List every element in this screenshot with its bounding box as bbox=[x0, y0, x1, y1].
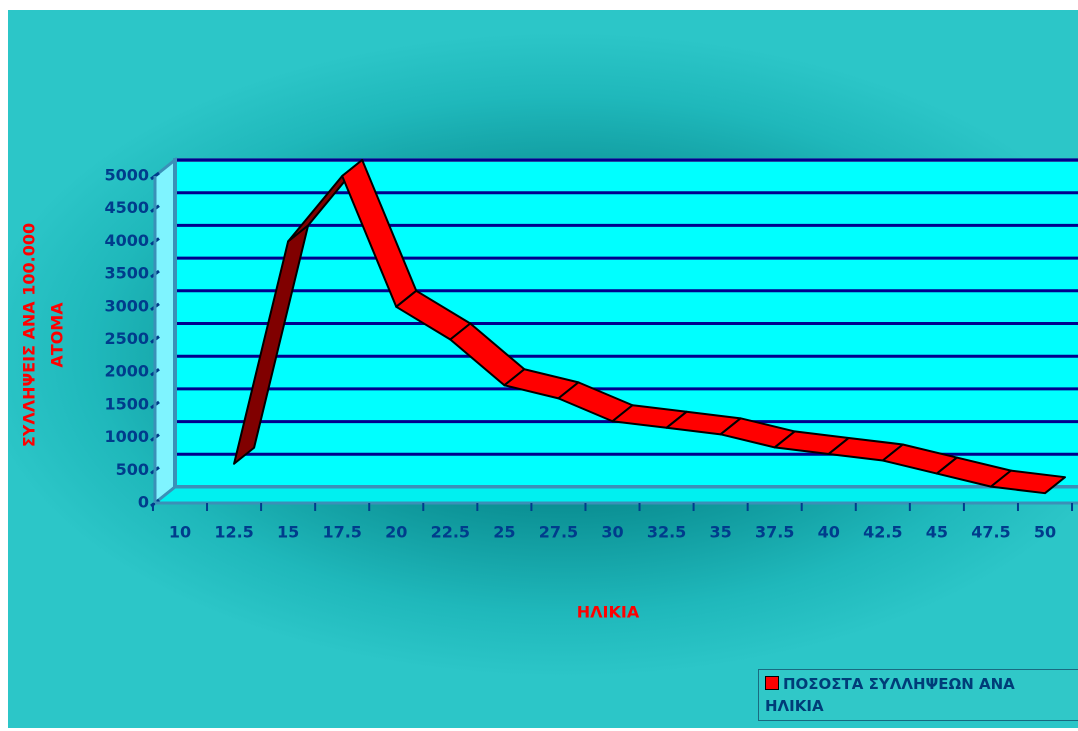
x-tick-label: 32.5 bbox=[647, 523, 686, 542]
y-tick-label: 2500 bbox=[104, 329, 149, 348]
x-axis-label: ΗΛΙΚΙΑ bbox=[577, 603, 640, 622]
x-tick-label: 12.5 bbox=[214, 523, 253, 542]
x-tick-label: 40 bbox=[818, 523, 840, 542]
x-tick-label: 17.5 bbox=[322, 523, 361, 542]
y-tick-label: 3000 bbox=[104, 296, 149, 315]
y-axis-label: ΑΤΟΜΑ bbox=[48, 302, 67, 368]
legend-label: ΠΟΣΟΣΤΑ ΣΥΛΛΗΨΕΩΝ ΑΝΑ ΗΛΙΚΙΑ bbox=[765, 675, 1015, 715]
y-tick-label: 5000 bbox=[104, 166, 149, 185]
y-tick-label: 1000 bbox=[104, 427, 149, 446]
x-tick-label: 15 bbox=[277, 523, 299, 542]
y-tick-label: 2000 bbox=[104, 362, 149, 381]
x-tick-label: 27.5 bbox=[539, 523, 578, 542]
x-tick-label: 35 bbox=[709, 523, 731, 542]
y-tick-label: 3500 bbox=[104, 264, 149, 283]
y-tick-label: 4500 bbox=[104, 198, 149, 217]
y-tick-label: 4000 bbox=[104, 231, 149, 250]
legend-key bbox=[765, 676, 779, 690]
ribbon-segment bbox=[989, 469, 1066, 495]
legend: ΠΟΣΟΣΤΑ ΣΥΛΛΗΨΕΩΝ ΑΝΑ ΗΛΙΚΙΑ bbox=[758, 669, 1078, 721]
y-axis-label: ΣΥΛΛΗΨΕΙΣ ΑΝΑ 100.000 bbox=[20, 223, 39, 447]
x-tick-label: 10 bbox=[169, 523, 191, 542]
x-tick-label: 22.5 bbox=[431, 523, 470, 542]
y-tick-label: 500 bbox=[116, 460, 149, 479]
x-tick-label: 37.5 bbox=[755, 523, 794, 542]
x-tick-label: 42.5 bbox=[863, 523, 902, 542]
x-tick-label: 25 bbox=[493, 523, 515, 542]
y-tick-label: 0 bbox=[138, 493, 149, 512]
x-tick-label: 30 bbox=[601, 523, 623, 542]
floor bbox=[150, 485, 1078, 505]
x-tick-label: 20 bbox=[385, 523, 407, 542]
x-tick-label: 45 bbox=[926, 523, 948, 542]
x-tick-label: 47.5 bbox=[971, 523, 1010, 542]
y-tick-label: 1500 bbox=[104, 394, 149, 413]
x-tick-label: 50 bbox=[1034, 523, 1056, 542]
side-wall bbox=[153, 156, 177, 507]
